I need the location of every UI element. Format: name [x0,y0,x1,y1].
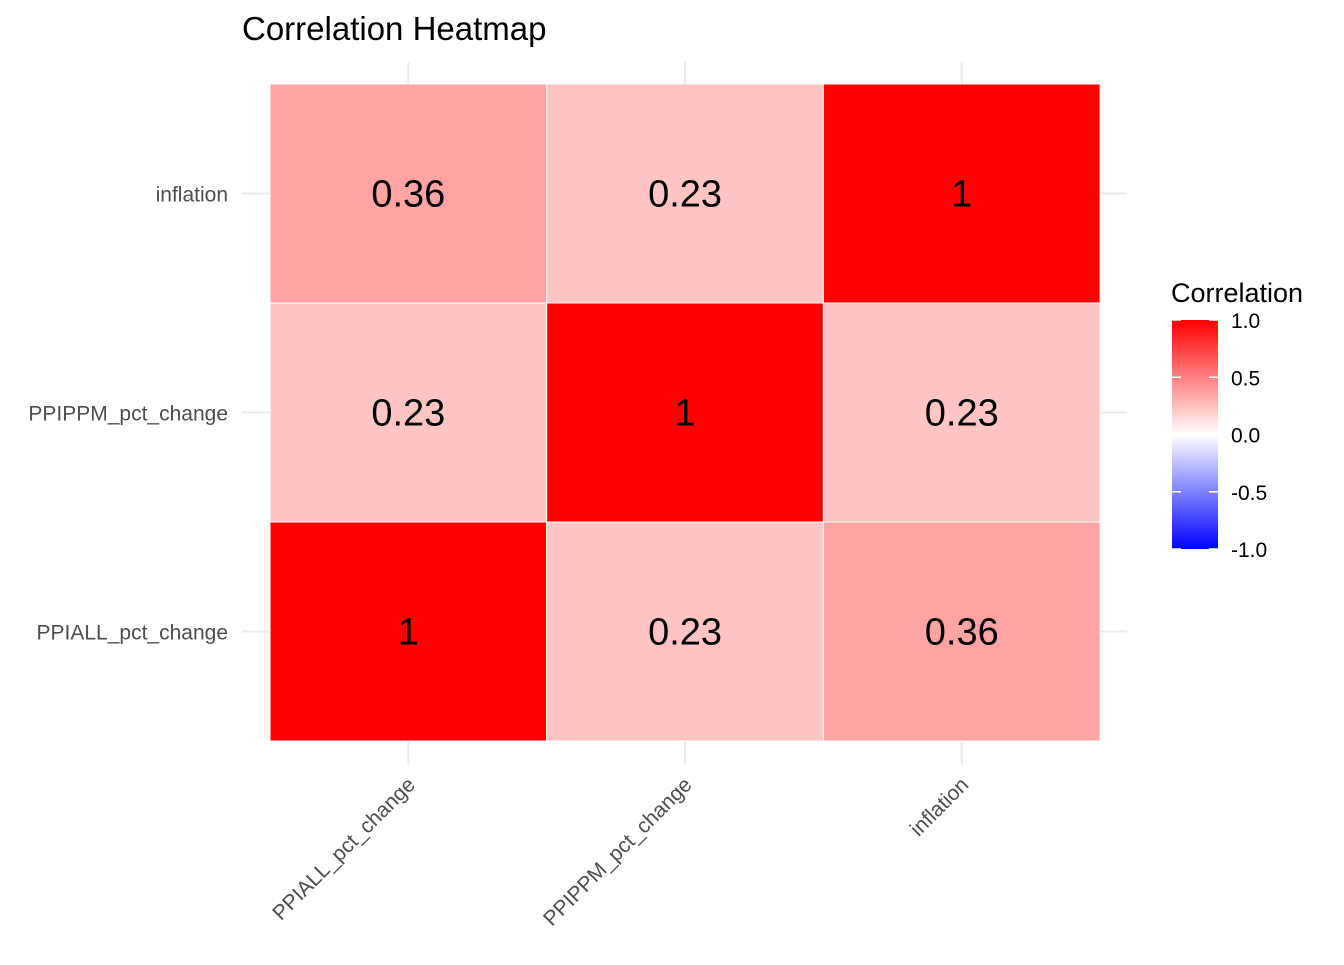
cell-value-label: 0.23 [925,393,999,435]
cell-value-label: 0.23 [648,612,722,654]
x-tick-label-ppippm-pct-change: PPIPPM_pct_change [539,773,696,930]
cell-value-label: 1 [398,612,419,654]
chart-title: Correlation Heatmap [242,10,546,47]
cell-value-label: 0.23 [371,393,445,435]
x-tick-label-ppiall-pct-change: PPIALL_pct_change [268,773,420,925]
legend-tick-label: 0.5 [1231,367,1260,390]
heatmap-cell-ppiall-pct-change-ppiall-pct-change [269,521,548,742]
heatmap-cell-ppippm-pct-change-inflation [822,302,1101,523]
cell-value-label: 0.36 [371,174,445,216]
legend-ticks: 1.0 0.5 0.0 -0.5 -1.0 [1172,310,1267,562]
heatmap-cell-inflation-inflation [822,83,1101,304]
cell-value-label: 0.23 [648,174,722,216]
heatmap-cell-inflation-ppiall-pct-change [269,83,548,304]
y-tick-label-ppiall-pct-change: PPIALL_pct_change [37,622,228,645]
cell-value-labels: 1 0.23 0.36 0.23 1 0.23 0.36 0.23 1 [371,174,998,654]
legend-title: Correlation [1171,278,1303,308]
y-axis-tick-labels: PPIALL_pct_change PPIPPM_pct_change inflat… [28,184,228,645]
heatmap-cell-ppippm-pct-change-ppippm-pct-change [546,302,824,523]
cell-value-label: 1 [674,393,695,435]
cell-value-label: 1 [951,174,972,216]
cell-value-label: 0.36 [925,612,999,654]
y-tick-label-inflation: inflation [156,184,228,207]
legend-tick-label: -1.0 [1231,539,1267,562]
x-axis-tick-labels: PPIALL_pct_change PPIPPM_pct_change inflat… [268,773,973,930]
color-legend: Correlation 1.0 0.5 0.0 -0.5 -1.0 [1171,278,1303,562]
x-tick-label-inflation: inflation [906,773,973,840]
legend-tick-label: 1.0 [1231,310,1260,333]
heatmap-cell-ppiall-pct-change-inflation [822,521,1101,742]
legend-tick-label: 0.0 [1231,425,1260,448]
heatmap-cell-inflation-ppippm-pct-change [546,83,824,304]
legend-tick-label: -0.5 [1231,482,1267,505]
heatmap-cells [269,83,1101,742]
y-tick-label-ppippm-pct-change: PPIPPM_pct_change [28,403,228,426]
